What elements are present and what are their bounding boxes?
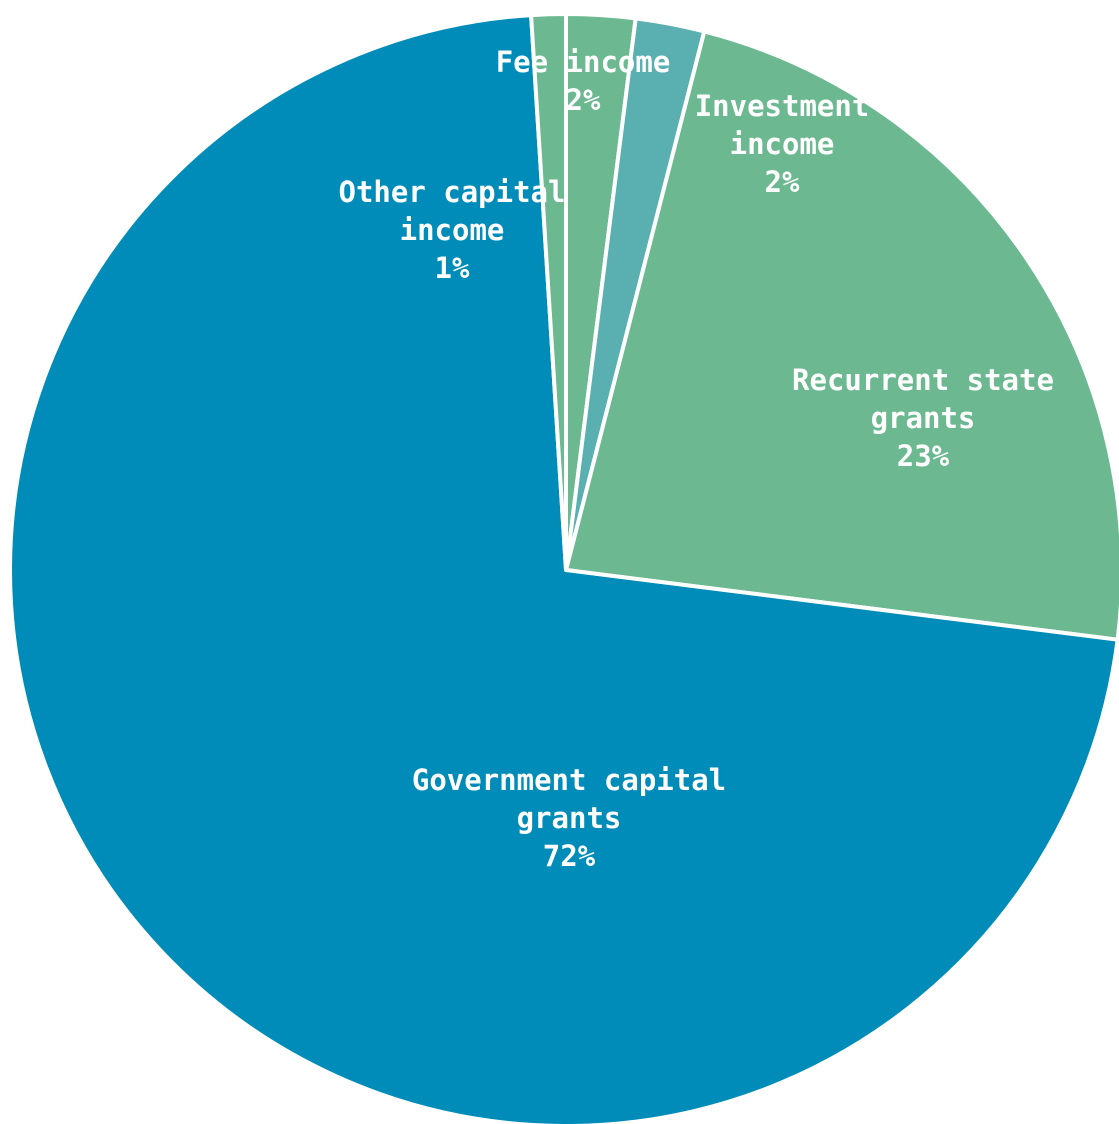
slice-label-investment-income: Investment income 2% (695, 89, 870, 199)
slice-label-other-capital-income: Other capital income 1% (339, 175, 566, 285)
slice-label-line: income (730, 127, 835, 161)
slice-label-fee-income: Fee income 2% (496, 45, 671, 117)
slice-label-line: Other capital (339, 175, 566, 209)
slice-label-line: Fee income (496, 45, 671, 79)
slice-percent: 1% (435, 251, 470, 285)
pie-slice-other-capital-income (529, 12, 568, 572)
pie-labels: Fee income 2% Investment income 2% Recurrent … (339, 45, 1054, 873)
slice-label-line: Government capital (412, 763, 726, 797)
pie-slices (8, 12, 1119, 1124)
pie-slice-government-capital-grants (8, 13, 1119, 1124)
slice-percent: 72% (543, 839, 596, 873)
slice-label-line: grants (871, 401, 976, 435)
slice-label-line: Investment (695, 89, 870, 123)
slice-label-line: income (400, 213, 505, 247)
slice-label-line: grants (517, 801, 622, 835)
slice-label-recurrent-state-grants: Recurrent state grants 23% (792, 363, 1054, 473)
slice-percent: 2% (765, 165, 800, 199)
slice-label-line: Recurrent state (792, 363, 1054, 397)
slice-percent: 23% (897, 439, 950, 473)
slice-label-government-capital-grants: Government capital grants 72% (412, 763, 726, 873)
pie-slice-recurrent-state-grants (564, 29, 1119, 642)
slice-percent: 2% (566, 83, 601, 117)
